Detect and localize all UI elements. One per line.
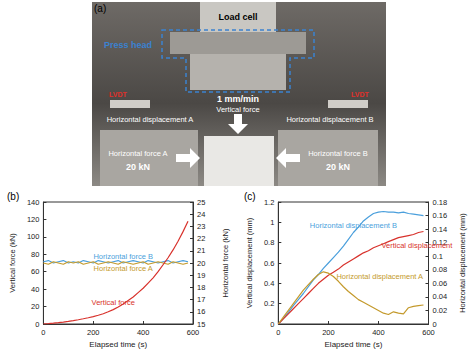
svg-text:1: 1 (270, 218, 274, 227)
svg-text:80: 80 (31, 250, 39, 259)
svg-text:0.04: 0.04 (433, 292, 448, 301)
svg-text:40: 40 (31, 285, 39, 294)
svg-text:0.6: 0.6 (264, 259, 274, 268)
svg-text:0: 0 (41, 328, 45, 337)
svg-text:Horizontal displacement (mm): Horizontal displacement (mm) (458, 213, 467, 313)
svg-text:Elapsed time (s): Elapsed time (s) (325, 340, 383, 349)
svg-text:0: 0 (35, 320, 39, 329)
svg-text:Horizontal force A: Horizontal force A (108, 149, 167, 158)
svg-text:Vertical displacement (mm): Vertical displacement (mm) (245, 217, 254, 308)
svg-text:100: 100 (27, 232, 40, 241)
svg-text:Press head: Press head (104, 40, 152, 50)
svg-text:19: 19 (197, 271, 205, 280)
svg-text:Horizontal force B: Horizontal force B (93, 252, 153, 261)
svg-text:1 mm/min: 1 mm/min (217, 94, 259, 104)
svg-text:0.2: 0.2 (264, 299, 274, 308)
svg-text:0.14: 0.14 (433, 225, 448, 234)
svg-text:400: 400 (137, 328, 150, 337)
svg-text:20 kN: 20 kN (126, 162, 150, 172)
svg-text:Vertical displacement: Vertical displacement (381, 241, 453, 250)
svg-text:Horizontal displacement B: Horizontal displacement B (286, 115, 373, 124)
svg-text:(a): (a) (94, 3, 106, 14)
svg-text:(c): (c) (244, 191, 256, 202)
svg-text:0.16: 0.16 (433, 211, 448, 220)
svg-text:60: 60 (31, 267, 39, 276)
svg-text:17: 17 (197, 295, 205, 304)
svg-text:0.02: 0.02 (433, 306, 448, 315)
svg-text:0.06: 0.06 (433, 279, 448, 288)
svg-text:0: 0 (276, 328, 280, 337)
svg-text:Vertical force: Vertical force (216, 105, 259, 114)
svg-text:21: 21 (197, 246, 205, 255)
svg-text:Horizontal displacement A: Horizontal displacement A (336, 272, 423, 281)
svg-text:Horizontal displacement B: Horizontal displacement B (310, 221, 397, 230)
svg-text:0: 0 (270, 320, 274, 329)
svg-text:0.08: 0.08 (433, 265, 448, 274)
svg-text:0: 0 (432, 319, 437, 329)
svg-text:20 kN: 20 kN (326, 162, 350, 172)
svg-text:Horizontal displacement A: Horizontal displacement A (107, 115, 194, 124)
svg-text:20: 20 (31, 302, 39, 311)
svg-text:Horizontal force (kN): Horizontal force (kN) (221, 228, 230, 297)
svg-text:Elapsed time (s): Elapsed time (s) (89, 340, 147, 349)
svg-text:(b): (b) (7, 191, 19, 202)
svg-text:200: 200 (87, 328, 100, 337)
svg-text:24: 24 (197, 210, 205, 219)
svg-text:LVDT: LVDT (109, 91, 127, 98)
svg-text:16: 16 (197, 307, 205, 316)
svg-text:600: 600 (187, 328, 200, 337)
svg-text:Load cell: Load cell (218, 12, 257, 22)
svg-text:1.2: 1.2 (264, 198, 274, 207)
svg-text:Vertical force: Vertical force (92, 298, 135, 307)
svg-text:Horizontal force B: Horizontal force B (308, 149, 368, 158)
svg-text:15: 15 (197, 319, 206, 329)
svg-text:0.1: 0.1 (433, 252, 443, 261)
svg-text:23: 23 (197, 222, 205, 231)
svg-text:140: 140 (27, 198, 40, 207)
svg-text:25: 25 (197, 198, 205, 207)
svg-text:200: 200 (322, 328, 335, 337)
svg-text:600: 600 (422, 328, 435, 337)
svg-text:22: 22 (197, 234, 205, 243)
svg-text:400: 400 (372, 328, 385, 337)
svg-text:120: 120 (27, 215, 40, 224)
svg-text:Vertical force (kN): Vertical force (kN) (8, 233, 17, 293)
svg-text:LVDT: LVDT (351, 91, 369, 98)
svg-text:18: 18 (197, 283, 205, 292)
svg-text:0.18: 0.18 (433, 198, 448, 207)
svg-text:0.4: 0.4 (264, 279, 274, 288)
svg-text:Horizontal force A: Horizontal force A (94, 264, 153, 273)
svg-text:0.8: 0.8 (264, 238, 274, 247)
svg-text:20: 20 (197, 259, 205, 268)
